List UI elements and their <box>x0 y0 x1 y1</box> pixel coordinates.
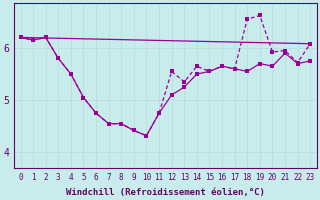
X-axis label: Windchill (Refroidissement éolien,°C): Windchill (Refroidissement éolien,°C) <box>66 188 265 197</box>
